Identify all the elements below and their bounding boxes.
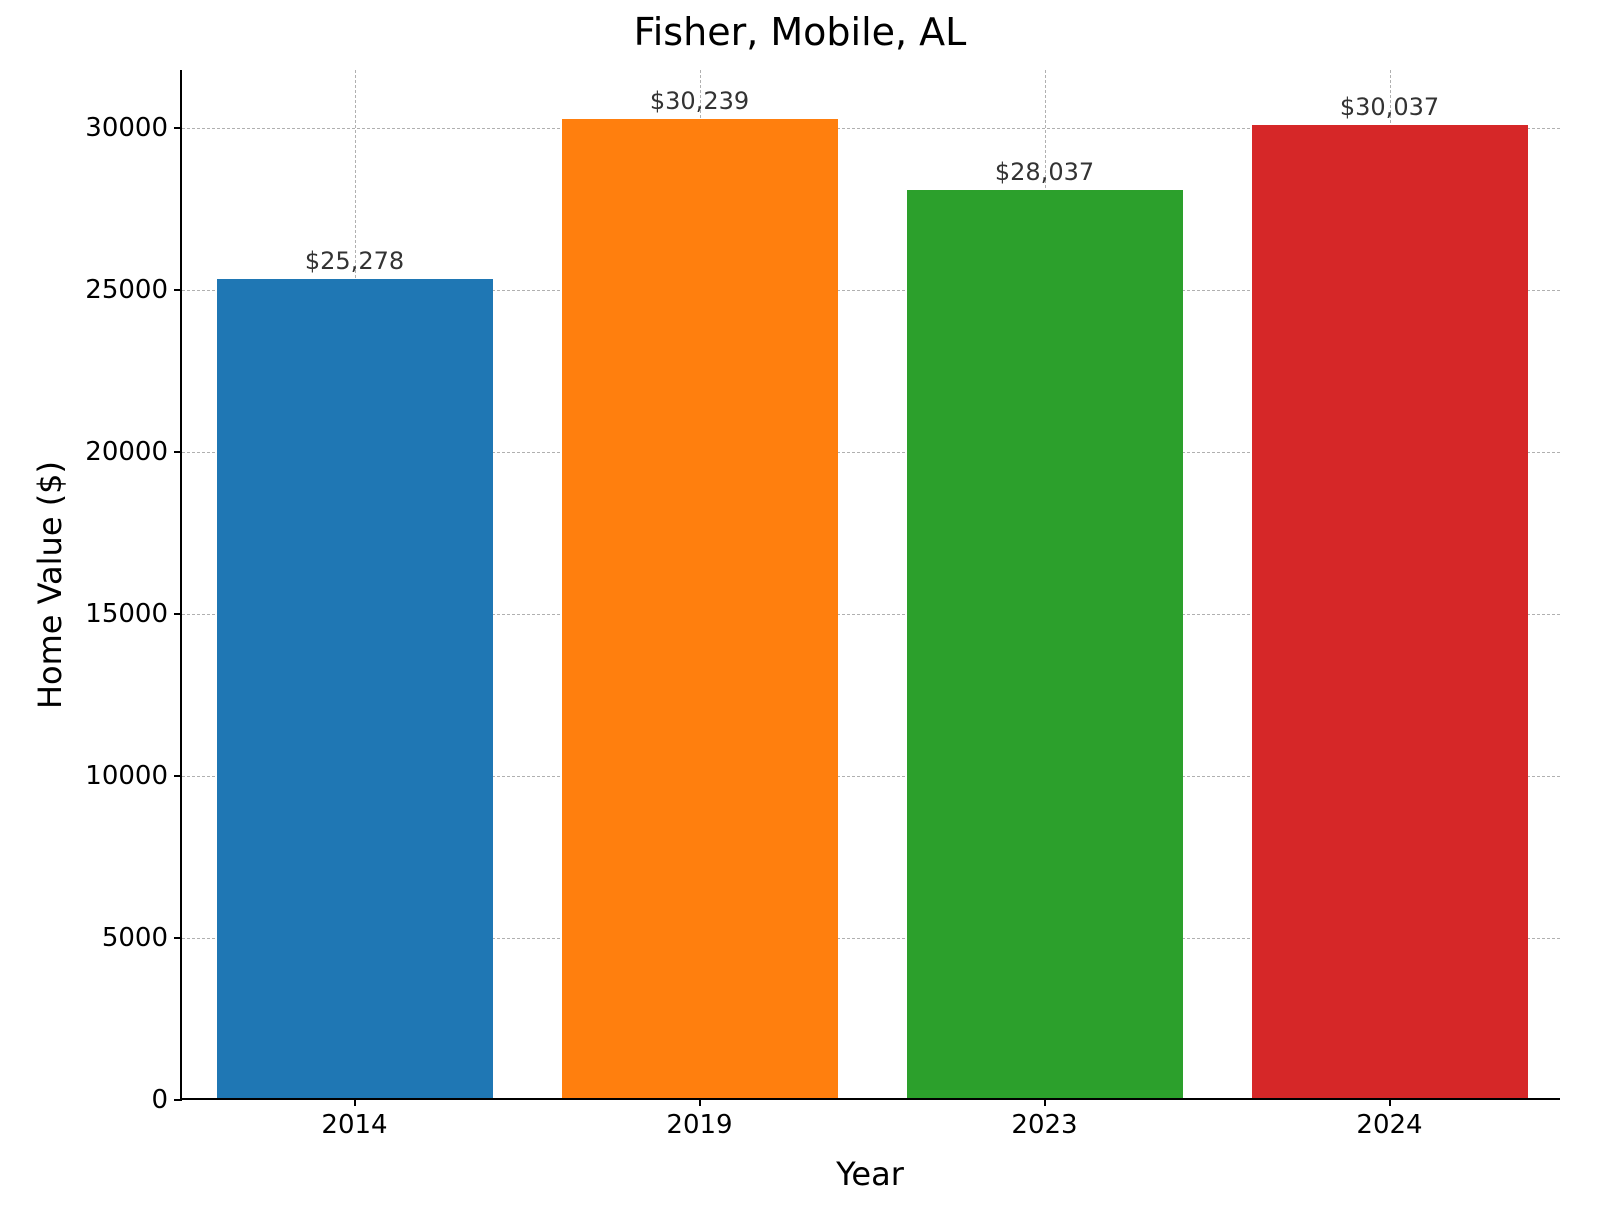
tick-mark [354, 1098, 356, 1106]
bar [217, 279, 493, 1098]
x-axis-label: Year [836, 1155, 904, 1193]
chart-container: Fisher, Mobile, AL 050001000015000200002… [0, 0, 1600, 1225]
tick-mark [174, 1099, 182, 1101]
tick-mark [699, 1098, 701, 1106]
bar-value-label: $28,037 [995, 158, 1094, 186]
tick-mark [174, 613, 182, 615]
y-tick-label: 30000 [85, 113, 182, 143]
bar [907, 190, 1183, 1098]
chart-title: Fisher, Mobile, AL [0, 10, 1600, 54]
y-axis-label: Home Value ($) [31, 461, 69, 709]
tick-mark [174, 451, 182, 453]
bar [562, 119, 838, 1098]
y-tick-label: 10000 [85, 761, 182, 791]
bar [1252, 125, 1528, 1098]
tick-mark [174, 937, 182, 939]
tick-mark [174, 775, 182, 777]
tick-mark [1389, 1098, 1391, 1106]
tick-mark [174, 127, 182, 129]
bar-value-label: $25,278 [305, 247, 404, 275]
y-tick-label: 25000 [85, 275, 182, 305]
tick-mark [174, 289, 182, 291]
y-tick-label: 5000 [102, 923, 182, 953]
y-tick-label: 20000 [85, 437, 182, 467]
tick-mark [1044, 1098, 1046, 1106]
plot-area: 050001000015000200002500030000$25,278201… [180, 70, 1560, 1100]
bar-value-label: $30,037 [1340, 93, 1439, 121]
y-tick-label: 15000 [85, 599, 182, 629]
bar-value-label: $30,239 [650, 87, 749, 115]
